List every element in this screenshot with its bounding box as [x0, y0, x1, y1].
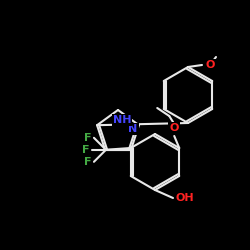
Text: O: O [205, 60, 215, 70]
Text: NH: NH [113, 115, 131, 125]
Text: F: F [84, 133, 92, 143]
Text: N: N [128, 124, 138, 134]
Text: F: F [84, 157, 92, 167]
Text: O: O [170, 123, 179, 133]
Text: F: F [82, 145, 90, 155]
Text: OH: OH [176, 193, 194, 203]
